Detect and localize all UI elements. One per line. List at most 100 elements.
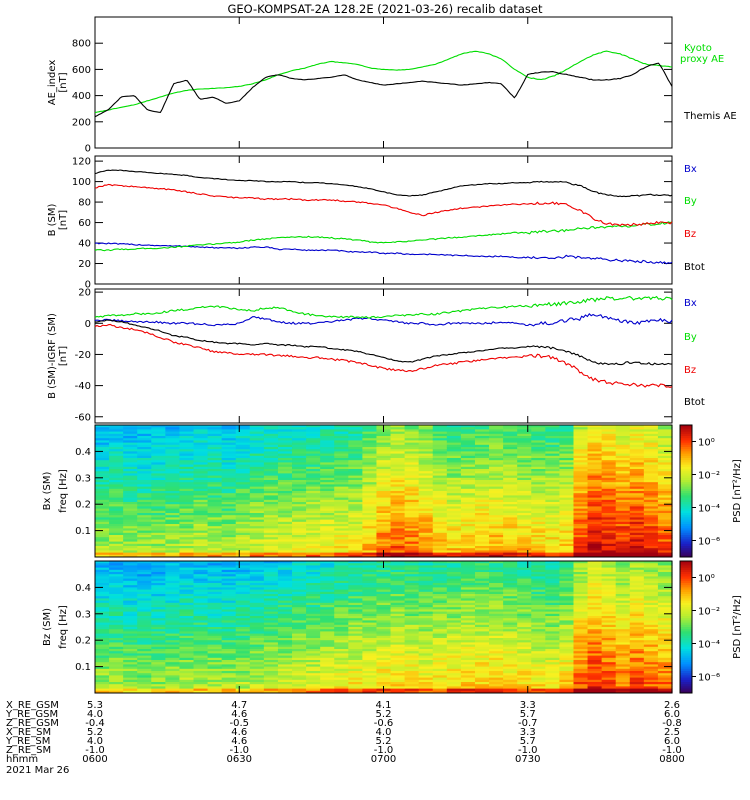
spectrogram-cell bbox=[306, 684, 321, 687]
spectrogram-cell bbox=[573, 462, 589, 465]
spectrogram-cell bbox=[657, 526, 673, 529]
spectrogram-cell bbox=[432, 565, 448, 568]
spectrogram-cell bbox=[404, 499, 420, 503]
spectrogram-cell bbox=[249, 449, 265, 452]
colorbar-cell bbox=[680, 495, 692, 498]
spectrogram-cell bbox=[95, 519, 110, 523]
spectrogram-cell bbox=[559, 622, 575, 626]
spectrogram-cell bbox=[601, 591, 617, 595]
spectrogram-cell bbox=[474, 455, 490, 459]
spectrogram-cell bbox=[474, 609, 490, 612]
spectrogram-cell bbox=[235, 526, 251, 529]
spectrogram-cell bbox=[657, 429, 673, 432]
spectrogram-cell bbox=[249, 624, 265, 628]
spectrogram-cell bbox=[320, 510, 335, 514]
spectrogram-cell bbox=[418, 543, 434, 547]
spectrogram-cell bbox=[615, 690, 631, 694]
spectrogram-cell bbox=[277, 688, 293, 692]
spectrogram-cell bbox=[277, 469, 293, 472]
spectrogram-cell bbox=[559, 569, 575, 573]
spectrogram-cell bbox=[334, 464, 349, 468]
spectrogram-cell bbox=[221, 517, 237, 520]
spectrogram-cell bbox=[418, 535, 434, 538]
spectrogram-cell bbox=[643, 475, 659, 479]
spectrogram-cell bbox=[348, 600, 363, 604]
spectrogram-cell bbox=[193, 543, 209, 547]
spectrogram-cell bbox=[587, 569, 603, 573]
spectrogram-cell bbox=[151, 433, 166, 437]
spectrogram-cell bbox=[615, 552, 631, 556]
spectrogram-cell bbox=[601, 526, 617, 529]
spectrogram-cell bbox=[629, 589, 645, 593]
spectrogram-cell bbox=[151, 521, 166, 525]
spectrogram-cell bbox=[489, 447, 504, 450]
spectrogram-cell bbox=[559, 532, 575, 536]
spectrogram-cell bbox=[474, 561, 490, 564]
spectrogram-cell bbox=[165, 455, 181, 459]
spectrogram-cell bbox=[277, 620, 293, 623]
spectrogram-cell bbox=[348, 519, 363, 523]
spectrogram-cell bbox=[109, 633, 124, 637]
spectrogram-cell bbox=[531, 580, 546, 584]
spectrogram-cell bbox=[123, 449, 138, 452]
spectrogram-cell bbox=[207, 627, 223, 630]
spectrogram-cell bbox=[376, 471, 392, 474]
spectrogram-cell bbox=[601, 433, 617, 437]
spectrogram-cell bbox=[151, 642, 166, 645]
spectrogram-cell bbox=[657, 530, 673, 534]
spectrogram-cell bbox=[249, 649, 265, 652]
spectrogram-cell bbox=[615, 618, 631, 621]
spectrogram-cell bbox=[137, 688, 152, 692]
spectrogram-cell bbox=[193, 506, 209, 509]
spectrogram-cell bbox=[334, 657, 349, 661]
spectrogram-cell bbox=[193, 486, 209, 490]
spectrogram-cell bbox=[207, 473, 223, 476]
spectrogram-cell bbox=[95, 646, 110, 650]
spectrogram-cell bbox=[489, 471, 504, 474]
spectrogram-cell bbox=[376, 655, 392, 659]
spectrogram-cell bbox=[207, 591, 223, 595]
spectrogram-cell bbox=[320, 469, 335, 472]
spectrogram-cell bbox=[474, 546, 490, 549]
spectrogram-cell bbox=[292, 686, 307, 689]
spectrogram-cell bbox=[418, 671, 434, 674]
spectrogram-cell bbox=[376, 460, 392, 463]
spectrogram-cell bbox=[306, 677, 321, 681]
spectrogram-cell bbox=[404, 673, 420, 676]
spectrogram-cell bbox=[587, 458, 603, 461]
spectrogram-cell bbox=[292, 436, 307, 439]
spectrogram-cell bbox=[207, 513, 223, 516]
spectrogram-cell bbox=[221, 596, 237, 599]
spectrogram-cell bbox=[249, 574, 265, 577]
spectrogram-cell bbox=[292, 567, 307, 571]
spectrogram-cell bbox=[531, 618, 546, 621]
spectrogram-cell bbox=[390, 528, 406, 531]
spectrogram-cell bbox=[545, 513, 561, 516]
spectrogram-cell bbox=[277, 644, 293, 648]
spectrogram-cell bbox=[109, 613, 124, 617]
spectrogram-cell bbox=[277, 673, 293, 676]
spectrogram-cell bbox=[292, 521, 307, 525]
spectrogram-cell bbox=[390, 524, 406, 527]
spectrogram-cell bbox=[95, 427, 110, 430]
spectrogram-cell bbox=[446, 427, 462, 430]
spectrogram-cell bbox=[446, 635, 462, 639]
spectrogram-cell bbox=[601, 686, 617, 689]
spectrogram-cell bbox=[559, 682, 575, 685]
spectrogram-cell bbox=[277, 552, 293, 556]
spectrogram-cell bbox=[559, 447, 575, 450]
spectrogram-cell bbox=[517, 605, 532, 608]
spectrogram-cell bbox=[489, 524, 504, 527]
spectrogram-cell bbox=[137, 690, 152, 694]
spectrogram-cell bbox=[587, 447, 603, 450]
colorbar-cell bbox=[680, 453, 692, 457]
spectrogram-cell bbox=[306, 458, 321, 461]
spectrogram-cell bbox=[390, 578, 406, 582]
spectrogram-cell bbox=[165, 524, 181, 527]
spectrogram-cell bbox=[362, 629, 378, 632]
spectrogram-cell bbox=[306, 524, 321, 527]
spectrogram-cell bbox=[629, 660, 645, 663]
spectrogram-cell bbox=[109, 635, 124, 639]
spectrogram-cell bbox=[629, 591, 645, 595]
spectrogram-cell bbox=[545, 480, 561, 483]
